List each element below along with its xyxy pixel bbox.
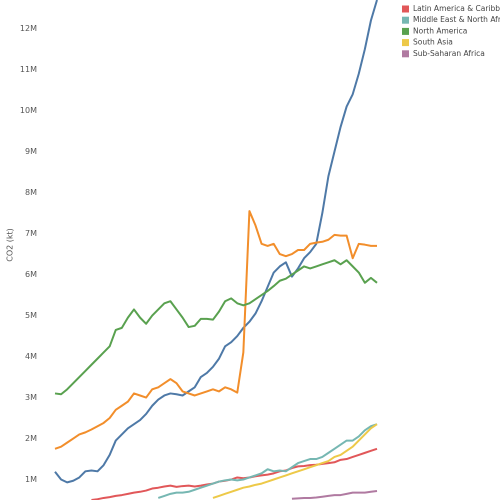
- legend-swatch: [402, 16, 409, 24]
- legend-swatch: [402, 5, 409, 13]
- y-axis-title: CO2 (kt): [6, 228, 15, 262]
- legend-label: Sub-Saharan Africa: [413, 49, 485, 58]
- legend-label: Latin America & Caribbean: [413, 4, 500, 13]
- y-tick-label: 1M: [25, 475, 37, 484]
- legend-label: North America: [413, 26, 467, 35]
- series-line: [54, 210, 377, 450]
- legend-swatch: [402, 39, 409, 47]
- legend-swatch: [402, 27, 409, 35]
- legend-label: South Asia: [413, 38, 453, 47]
- series-line: [291, 489, 378, 500]
- y-tick-label: 8M: [25, 188, 37, 197]
- y-tick-label: 10M: [20, 106, 37, 115]
- series-line: [212, 423, 378, 499]
- series-line: [157, 423, 378, 499]
- y-tick-label: 4M: [25, 352, 37, 361]
- series-line: [54, 0, 378, 484]
- y-tick-label: 3M: [25, 393, 37, 402]
- series-line: [91, 447, 378, 500]
- legend-swatch: [402, 50, 409, 58]
- y-tick-label: 9M: [25, 147, 37, 156]
- y-tick-label: 2M: [25, 434, 37, 443]
- legend-label: Middle East & North Africa: [413, 15, 500, 24]
- y-tick-label: 7M: [25, 229, 37, 238]
- plot-area: [54, 0, 378, 500]
- y-tick-label: 5M: [25, 311, 37, 320]
- y-tick-label: 11M: [20, 65, 37, 74]
- series-line: [54, 259, 378, 396]
- y-tick-label: 6M: [25, 270, 37, 279]
- y-tick-label: 12M: [20, 24, 37, 33]
